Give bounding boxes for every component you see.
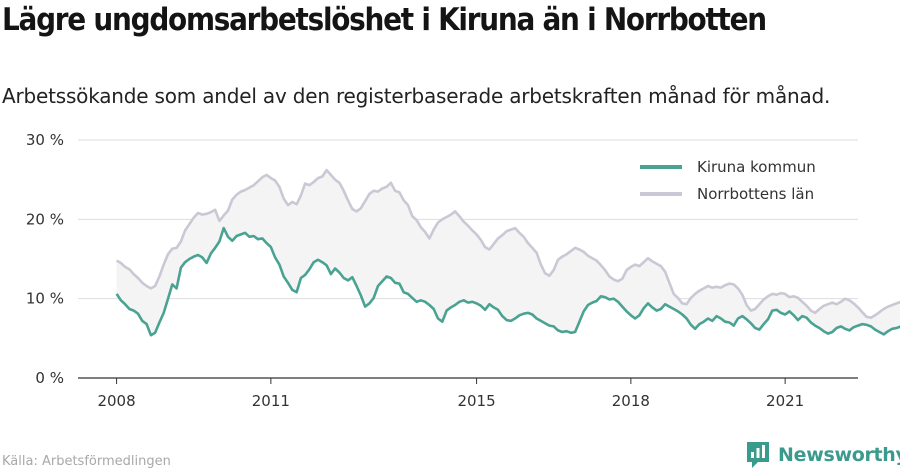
y-tick-label: 0 % xyxy=(35,369,64,387)
newsworthy-logo-icon xyxy=(747,442,769,468)
series-line-norrbotten xyxy=(115,168,900,319)
newsworthy-brand-name: Newsworthy xyxy=(778,444,900,466)
y-tick-label: 20 % xyxy=(26,210,64,228)
legend-item-norrbotten: Norrbottens län xyxy=(640,185,814,203)
newsworthy-logo[interactable]: Newsworthy xyxy=(745,440,900,470)
chart-title: Lägre ungdomsarbetslöshet i Kiruna än i … xyxy=(2,2,767,38)
y-tick-label: 30 % xyxy=(26,131,64,149)
x-tick-label: 2021 xyxy=(766,392,804,410)
x-tick-label: 2011 xyxy=(252,392,290,410)
series-line-kiruna xyxy=(115,226,900,337)
chart-subtitle: Arbetssökande som andel av den registerb… xyxy=(2,84,831,108)
legend-label: Kiruna kommun xyxy=(697,158,816,176)
x-tick-label: 2015 xyxy=(457,392,495,410)
legend-label: Norrbottens län xyxy=(697,185,814,203)
legend-item-kiruna: Kiruna kommun xyxy=(640,158,816,176)
y-tick-label: 10 % xyxy=(26,290,64,308)
x-tick-label: 2018 xyxy=(612,392,650,410)
area-between-series xyxy=(116,170,900,336)
x-tick-label: 2008 xyxy=(97,392,135,410)
source-note: Källa: Arbetsförmedlingen xyxy=(2,454,171,469)
